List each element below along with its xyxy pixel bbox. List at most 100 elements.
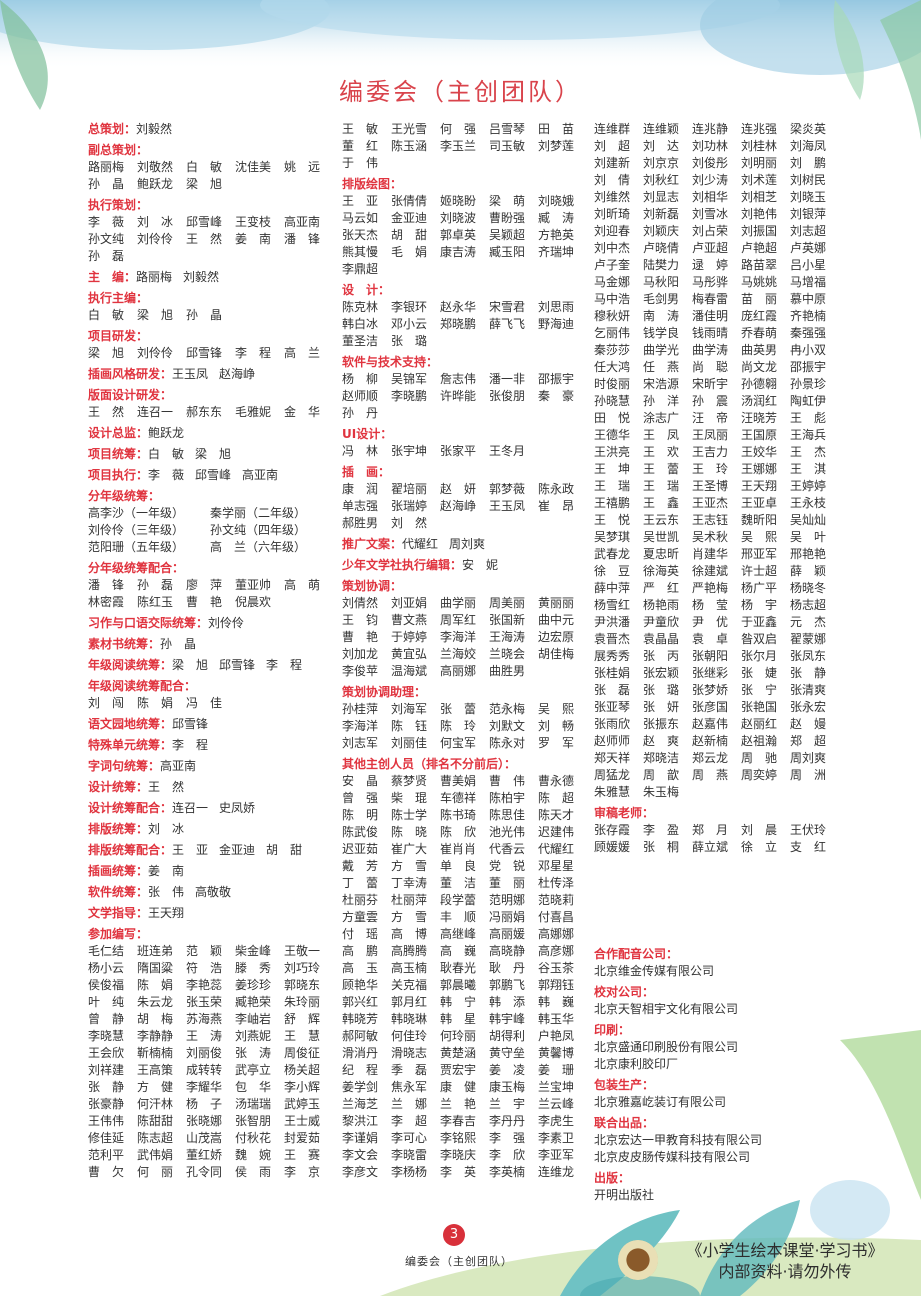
person-name: 武春龙 [594, 547, 631, 561]
name-cell: 陈士学 [391, 807, 440, 824]
person-name: 刘晨 [741, 823, 777, 837]
person-name: 叶纯 [88, 995, 124, 1009]
person-name: 刘功林 [692, 139, 729, 153]
person-name: 梁旭 [186, 177, 222, 191]
person-name: 田悦 [594, 411, 630, 425]
person-name: 武亭立 [235, 1063, 272, 1077]
name-cell: 张永宏 [790, 699, 839, 716]
person-name: 高兰 [284, 346, 320, 360]
person-name: 乔春萌 [741, 326, 778, 340]
name-cell: 方雪 [391, 858, 440, 875]
person-name: 刘占荣 [692, 224, 729, 238]
name-cell: 张彦国 [692, 699, 741, 716]
grade-item: 刘伶伶（三年级） [88, 522, 210, 539]
person-name: 张晓娜 [186, 1114, 223, 1128]
person-name: 何汗林 [137, 1097, 174, 1111]
person-name: 毛娟 [391, 245, 427, 259]
name-cell: 郑云龙 [692, 750, 741, 767]
name-cell: 刘伶伶 [137, 231, 186, 248]
credit-section: 设计总监：鲍跃龙 [88, 425, 338, 442]
person-name: 丁蕾 [342, 876, 378, 890]
person-name: 董红 [342, 139, 378, 153]
name-cell: 王涛 [186, 1028, 235, 1045]
name-cell: 曹欠 [88, 1164, 137, 1181]
section-label: 策划协调助理： [342, 685, 427, 699]
name-cell: 刘迎春 [594, 223, 643, 240]
person-name: 翟蒙娜 [790, 632, 827, 646]
name-cell: 李海洋 [342, 718, 391, 735]
person-name: 杨雪红 [594, 598, 631, 612]
person-name: 王海兵 [790, 428, 827, 442]
name-cell: 冉小双 [790, 342, 839, 359]
name-cell: 周猛龙 [594, 767, 643, 784]
name-grid: 连维群 连维颖 连兆静 连兆强 梁炎英 刘超 刘达 刘功林 刘桂林 刘海凤 刘建新 刘京京 刘俊彤 刘明丽… [594, 121, 844, 801]
person-name: 郝东东 [186, 405, 223, 419]
name-cell: 李玉兰 [440, 138, 489, 155]
person-name: 李文会 [342, 1148, 379, 1162]
name-cell: 王圣博 [692, 478, 741, 495]
person-name: 张永宏 [790, 700, 827, 714]
name-cell: 刘倩然 [342, 595, 391, 612]
name-cell: 韩宇峰 [489, 1011, 538, 1028]
name-cell: 刘达 [643, 138, 692, 155]
person-name: 刘丽俊 [186, 1046, 223, 1060]
person-name: 张彦国 [692, 700, 729, 714]
person-name: 郭卓英 [440, 228, 477, 242]
name-cell: 范利平 [88, 1147, 137, 1164]
name-cell: 封爱茹 [284, 1130, 333, 1147]
person-name: 关克福 [391, 978, 428, 992]
name-cell: 兰海芝 [342, 1096, 391, 1113]
name-cell: 曲学涛 [692, 342, 741, 359]
name-cell: 王志钰 [692, 512, 741, 529]
credit-section: 排版统筹配合：王亚 金亚迪 胡甜 [88, 842, 338, 859]
name-cell: 周歆 [643, 767, 692, 784]
name-cell: 连兆静 [692, 121, 741, 138]
name-cell: 张朝阳 [692, 648, 741, 665]
name-cell: 方雪 [391, 909, 440, 926]
person-name: 车德祥 [440, 791, 477, 805]
person-name: 王国原 [741, 428, 778, 442]
name-grid: 安晶 蔡梦贤 曹美娟 曹伟 曹永德 曾强 柴琨 车德祥 陈柏宇 陈超 陈明 陈士学 陈书琦 陈思佳 陈天才陈… [342, 773, 592, 1181]
person-name: 徐豆 [594, 564, 630, 578]
name-cell: 杨小云 [88, 960, 137, 977]
person-name: 王然 [148, 780, 185, 794]
name-cell: 袁卓 [692, 631, 741, 648]
name-cell: 兰艳 [440, 1096, 489, 1113]
person-name: 刘祥建 [88, 1063, 125, 1077]
name-cell: 曲学丽 [440, 595, 489, 612]
person-name: 王敏 [342, 122, 378, 136]
person-name: 马姚姚 [741, 275, 778, 289]
person-name: 封爱茹 [284, 1131, 321, 1145]
person-name: 孙晶 [186, 308, 222, 322]
name-grid: 孙桂萍 刘海军 张蕾 范永梅 吴熙 李海洋 陈钰 陈玲 刘默文 刘畅 刘志军 刘丽佳 何宝军 陈永对 罗军 [342, 701, 592, 752]
name-cell: 潘佳明 [692, 308, 741, 325]
name-cell: 李英楠 [489, 1164, 538, 1181]
grade-label: （三年级） [124, 523, 185, 537]
name-cell: 王凤 [643, 427, 692, 444]
person-name: 李可心 [391, 1131, 428, 1145]
name-cell: 郭月红 [391, 994, 440, 1011]
name-cell: 于亚鑫 [741, 614, 790, 631]
person-name: 严红 [643, 581, 679, 595]
person-name: 高亚南 [160, 759, 197, 773]
name-cell: 高丽娜 [440, 663, 489, 680]
name-cell: 宋雪君 [489, 299, 538, 316]
name-cell: 姜珊 [538, 1062, 587, 1079]
name-cell: 黄丽丽 [538, 595, 587, 612]
person-name: 王蕾 [643, 462, 679, 476]
name-cell: 严艳梅 [692, 580, 741, 597]
name-cell: 董亚帅 [235, 577, 284, 594]
name-cell: 任大鸿 [594, 359, 643, 376]
person-name: 夏忠昕 [643, 547, 680, 561]
credit-section: 出版： 开明出版社 [594, 1170, 844, 1204]
section-label: 推广文案： [342, 537, 403, 551]
name-cell: 张艳国 [741, 699, 790, 716]
name-cell: 刘海军 [391, 701, 440, 718]
person-name: 李海洋 [440, 630, 477, 644]
name-cell: 吴术秋 [692, 529, 741, 546]
person-name: 张伟 [148, 885, 185, 899]
person-name: 刘晓娥 [538, 194, 575, 208]
person-name: 曹欠 [88, 1165, 124, 1179]
name-cell: 王伏玲 [790, 822, 839, 839]
person-name: 王天翔 [741, 479, 778, 493]
